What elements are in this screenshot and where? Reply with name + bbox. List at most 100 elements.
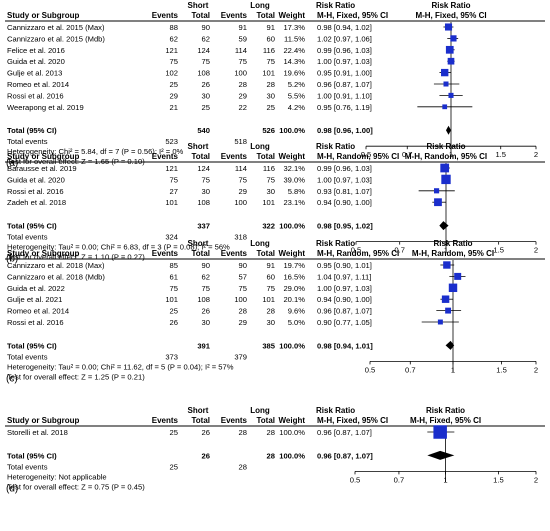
long-total: 75: [267, 175, 275, 184]
risk-ratio-ci: 0.95 [0.76, 1.19]: [317, 103, 372, 112]
long-events: 28: [239, 80, 247, 89]
total-events-long: 318: [234, 233, 247, 242]
short-total-header: Total: [191, 152, 210, 161]
short-events: 27: [170, 187, 178, 196]
long-total-header: Total: [256, 249, 275, 258]
short-total: 75: [202, 284, 210, 293]
long-total: 28: [267, 428, 275, 437]
plot-method-header: M-H, Random, 95% CI: [405, 152, 487, 161]
long-total: 28: [267, 307, 275, 316]
study-weight-marker: [448, 58, 455, 65]
short-events: 25: [170, 307, 178, 316]
short-total: 26: [202, 80, 210, 89]
short-total: 62: [202, 272, 210, 281]
short-events: 85: [170, 261, 178, 270]
risk-ratio-ci: 1.02 [0.97, 1.06]: [317, 34, 372, 43]
short-events: 102: [165, 69, 178, 78]
study-name: Cannizzaro et al. 2015 (Max): [7, 23, 105, 32]
short-events: 25: [170, 80, 178, 89]
weight: 32.1%: [283, 164, 305, 173]
weight: 9.6%: [288, 307, 306, 316]
x-axis-tick-label: 0.7: [394, 475, 405, 484]
study-weight-marker: [450, 35, 456, 41]
total-label: Total (95% CI): [7, 451, 57, 460]
weight: 11.5%: [284, 34, 305, 43]
short-events: 75: [170, 57, 178, 66]
group-header-long: Long: [250, 142, 270, 151]
long-events: 100: [234, 295, 247, 304]
study-weight-marker: [440, 164, 449, 173]
panel-label: (d): [6, 483, 18, 494]
long-events-header: Events: [221, 11, 248, 20]
short-total: 62: [202, 34, 210, 43]
long-total: 30: [267, 91, 275, 100]
total-short-n: 540: [197, 126, 210, 135]
total-events-short: 25: [170, 462, 178, 471]
overall-effect-text: Test for overall effect: Z = 1.25 (P = 0…: [7, 372, 145, 381]
long-total: 30: [267, 318, 275, 327]
weight: 17.3%: [283, 23, 305, 32]
study-name: Barausse et al. 2019: [7, 164, 77, 173]
study-name: Cannizzaro et al. 2018 (Max): [7, 261, 105, 270]
long-total: 91: [267, 261, 275, 270]
method-header: M-H, Fixed, 95% CI: [317, 11, 388, 20]
risk-ratio-ci: 0.90 [0.77, 1.05]: [317, 318, 372, 327]
total-risk-ratio: 0.98 [0.94, 1.01]: [317, 341, 373, 350]
short-total: 108: [197, 69, 210, 78]
short-total: 124: [197, 46, 210, 55]
weight: 5.8%: [288, 187, 306, 196]
study-name: Guida et al. 2020: [7, 57, 65, 66]
study-name: Guida et al. 2020: [7, 175, 65, 184]
pooled-estimate-diamond: [439, 221, 448, 230]
study-weight-marker: [443, 81, 448, 86]
total-weight: 100.0%: [279, 451, 305, 460]
total-short-n: 26: [202, 451, 210, 460]
long-total-header: Total: [256, 152, 275, 161]
total-events-label: Total events: [7, 352, 48, 361]
risk-ratio-ci: 1.00 [0.91, 1.10]: [317, 91, 372, 100]
weight-header: Weight: [278, 416, 305, 425]
weight: 100.0%: [279, 428, 305, 437]
short-total: 108: [197, 198, 210, 207]
study-column-header: Study or Subgroup: [7, 152, 80, 161]
long-total: 28: [267, 80, 275, 89]
total-events-short: 324: [165, 233, 178, 242]
study-name: Rossi et al. 2016: [7, 318, 64, 327]
risk-ratio-plot-header: Risk Ratio: [426, 406, 465, 415]
short-events: 101: [165, 295, 178, 304]
short-total: 75: [202, 175, 210, 184]
short-total: 124: [197, 164, 210, 173]
short-events: 62: [170, 34, 178, 43]
risk-ratio-header: Risk Ratio: [316, 406, 355, 415]
heterogeneity-text: Heterogeneity: Tau² = 0.00; Chi² = 11.62…: [7, 362, 234, 371]
group-header-long: Long: [250, 239, 270, 248]
weight: 23.1%: [283, 198, 305, 207]
risk-ratio-ci: 0.99 [0.96, 1.03]: [317, 164, 372, 173]
x-axis-tick-label: 1.5: [493, 246, 504, 255]
study-weight-marker: [454, 273, 461, 280]
short-events: 121: [165, 46, 178, 55]
study-name: Gulje et al. 2013: [7, 69, 62, 78]
study-name: Cannizzaro et al. 2015 (Mdb): [7, 34, 105, 43]
risk-ratio-ci: 1.00 [0.97, 1.03]: [317, 284, 372, 293]
short-events: 61: [170, 272, 178, 281]
weight: 39.0%: [283, 175, 305, 184]
long-events: 29: [239, 91, 247, 100]
short-events: 121: [165, 164, 178, 173]
study-name: Romeo et al. 2014: [7, 80, 69, 89]
long-total-header: Total: [256, 416, 275, 425]
plot-method-header: M-H, Fixed, 95% CI: [415, 11, 486, 20]
long-total: 75: [267, 57, 275, 66]
x-axis-tick-label: 0.7: [405, 365, 416, 374]
x-axis-tick-label: 1.5: [493, 475, 504, 484]
short-total: 25: [202, 103, 210, 112]
study-name: Guida et al. 2022: [7, 284, 65, 293]
risk-ratio-ci: 0.99 [0.96, 1.03]: [317, 46, 372, 55]
weight: 5.5%: [288, 91, 306, 100]
risk-ratio-ci: 1.00 [0.97, 1.03]: [317, 57, 372, 66]
risk-ratio-ci: 0.95 [0.91, 1.00]: [317, 69, 372, 78]
total-short-n: 337: [197, 222, 210, 231]
total-events-short: 523: [165, 137, 178, 146]
long-events: 75: [239, 57, 247, 66]
short-events: 75: [170, 284, 178, 293]
